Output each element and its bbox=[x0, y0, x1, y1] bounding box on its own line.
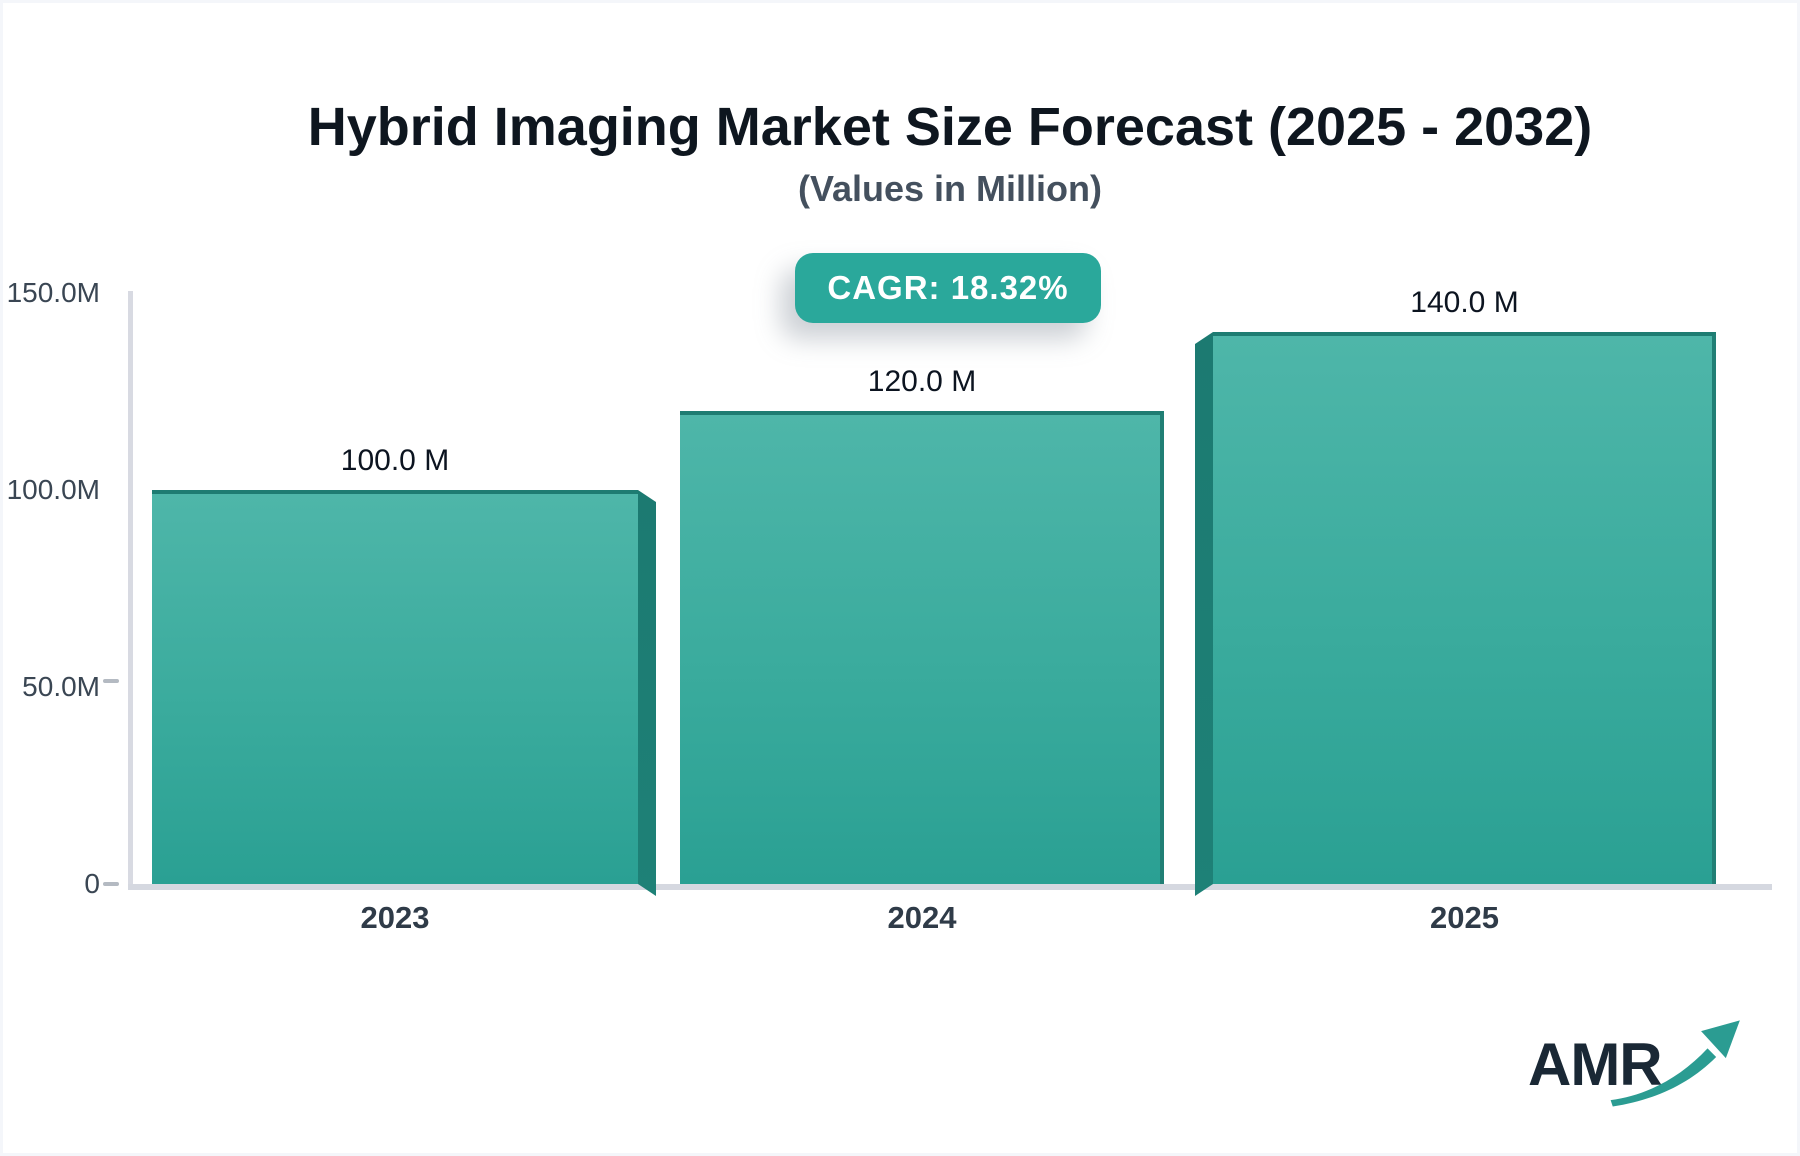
growth-arrow-icon bbox=[1610, 1020, 1740, 1107]
amr-logo-text: AMR bbox=[1528, 1031, 1663, 1098]
y-tick-mark-50 bbox=[103, 679, 119, 683]
bar-value-label-2023: 100.0 M bbox=[340, 444, 450, 477]
y-axis-line bbox=[128, 291, 133, 889]
bar-2024[interactable] bbox=[680, 411, 1164, 884]
x-tick-label-2025: 2025 bbox=[1430, 900, 1499, 935]
y-tick-label-150: 150.0M bbox=[6, 277, 100, 308]
x-tick-label-2023: 2023 bbox=[360, 900, 430, 935]
bar-3d-side-2023 bbox=[638, 490, 656, 896]
x-tick-label-2024: 2024 bbox=[887, 900, 957, 935]
bar-2023[interactable] bbox=[152, 490, 638, 884]
cagr-badge-label: CAGR: 18.32% bbox=[827, 269, 1069, 306]
chart-subtitle: (Values in Million) bbox=[797, 168, 1103, 209]
y-tick-label-50: 50.0M bbox=[22, 671, 100, 702]
bar-2025[interactable] bbox=[1213, 332, 1716, 884]
chart-title: Hybrid Imaging Market Size Forecast (202… bbox=[307, 97, 1593, 157]
amr-logo: AMR bbox=[1528, 1020, 1748, 1122]
bar-value-label-2024: 120.0 M bbox=[867, 365, 977, 398]
y-tick-mark-0 bbox=[103, 882, 119, 886]
bar-value-label-2025: 140.0 M bbox=[1410, 286, 1519, 319]
cagr-badge: CAGR: 18.32% bbox=[795, 253, 1101, 323]
y-tick-label-100: 100.0M bbox=[6, 474, 100, 505]
bar-3d-side-2025 bbox=[1195, 332, 1213, 896]
x-axis-line bbox=[128, 884, 1772, 890]
y-tick-label-0: 0 bbox=[84, 868, 100, 899]
